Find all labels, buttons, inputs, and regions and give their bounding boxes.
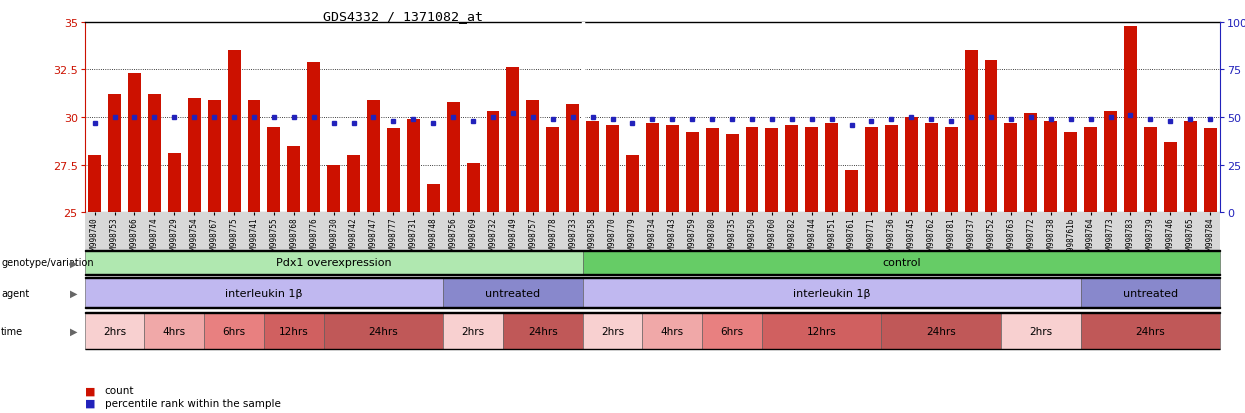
Bar [367,101,380,213]
Bar [507,68,519,213]
Text: 4hrs: 4hrs [661,326,684,336]
Text: 4hrs: 4hrs [163,326,186,336]
Bar [1104,112,1117,213]
Bar [248,101,260,213]
Text: agent: agent [1,288,30,298]
Bar [566,104,579,213]
Bar [726,135,738,213]
Bar [208,101,220,213]
Text: ▶: ▶ [70,326,77,336]
Text: 6hrs: 6hrs [223,326,245,336]
Bar [188,99,200,213]
Text: 12hrs: 12hrs [279,326,309,336]
Bar [1204,129,1216,213]
Bar [447,102,459,213]
Text: interleukin 1β: interleukin 1β [225,288,303,298]
Bar [168,154,181,213]
Bar [427,184,439,213]
Bar [327,165,340,213]
Text: genotype/variation: genotype/variation [1,258,93,268]
Text: 2hrs: 2hrs [462,326,484,336]
Bar [766,129,778,213]
Text: Pdx1 overexpression: Pdx1 overexpression [276,258,391,268]
Bar [268,127,280,213]
Bar [865,127,878,213]
Text: 2hrs: 2hrs [103,326,126,336]
Bar [825,123,838,213]
Bar [1005,123,1017,213]
Bar [1045,121,1057,213]
Bar [88,156,101,213]
Bar [786,125,798,213]
Bar [985,61,997,213]
Bar [646,123,659,213]
Bar [945,127,957,213]
Text: GDS4332 / 1371082_at: GDS4332 / 1371082_at [322,10,483,23]
Bar [686,133,698,213]
Text: 24hrs: 24hrs [369,326,398,336]
Bar [965,51,977,213]
Text: control: control [881,258,921,268]
Text: 12hrs: 12hrs [807,326,837,336]
Text: ■: ■ [85,398,95,408]
Bar [1164,142,1177,213]
Bar [128,74,141,213]
Bar [706,129,718,213]
Bar [606,125,619,213]
Bar [407,120,420,213]
Bar [746,127,758,213]
Bar [228,51,240,213]
Bar [845,171,858,213]
Bar [666,125,679,213]
Text: 2hrs: 2hrs [1030,326,1052,336]
Bar [108,95,121,213]
Text: ▶: ▶ [70,288,77,298]
Text: untreated: untreated [1123,288,1178,298]
Text: ▶: ▶ [70,258,77,268]
Bar [1124,26,1137,213]
Text: 6hrs: 6hrs [721,326,743,336]
Text: untreated: untreated [486,288,540,298]
Bar [347,156,360,213]
Text: time: time [1,326,24,336]
Bar [1084,127,1097,213]
Bar [547,127,559,213]
Text: 24hrs: 24hrs [1135,326,1165,336]
Bar [288,146,300,213]
Bar [885,125,898,213]
Bar [626,156,639,213]
Bar [905,118,918,213]
Bar [925,123,937,213]
Text: percentile rank within the sample: percentile rank within the sample [105,398,280,408]
Bar [527,101,539,213]
Text: ■: ■ [85,385,95,395]
Bar [148,95,161,213]
Bar [487,112,499,213]
Bar [308,63,320,213]
Text: count: count [105,385,134,395]
Bar [387,129,400,213]
Bar [1064,133,1077,213]
Text: 24hrs: 24hrs [528,326,558,336]
Bar [1144,127,1157,213]
Text: 24hrs: 24hrs [926,326,956,336]
Bar [1184,121,1196,213]
Bar [586,121,599,213]
Bar [1025,114,1037,213]
Text: 2hrs: 2hrs [601,326,624,336]
Bar [467,163,479,213]
Text: interleukin 1β: interleukin 1β [793,288,870,298]
Bar [806,127,818,213]
